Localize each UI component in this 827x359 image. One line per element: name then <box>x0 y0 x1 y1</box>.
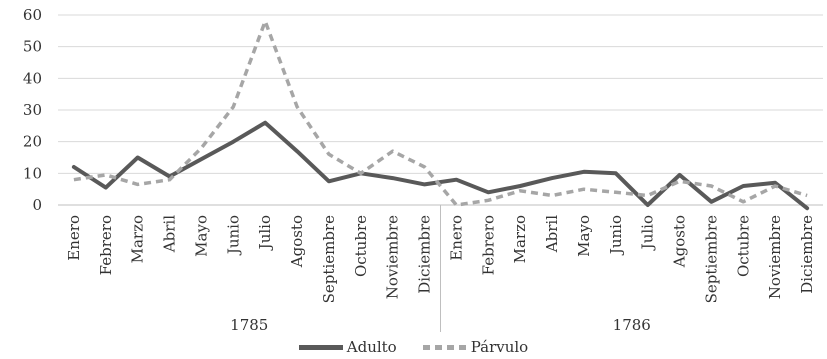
x-tick-label: Enero <box>447 215 465 261</box>
y-tick-label: 40 <box>23 69 42 87</box>
x-tick-label: Septiembre <box>320 215 338 303</box>
x-tick-label: Febrero <box>479 215 497 275</box>
gridlines <box>58 14 823 174</box>
x-tick-label: Enero <box>65 215 83 261</box>
legend: Adulto Párvulo <box>0 336 827 358</box>
x-tick-label: Agosto <box>288 215 306 268</box>
x-tick-label: Noviembre <box>384 215 402 299</box>
x-tick-label: Junio <box>224 215 242 256</box>
y-tick-label: 0 <box>32 196 42 214</box>
x-tick-label: Diciembre <box>416 215 434 294</box>
legend-label-parvulo: Párvulo <box>470 338 529 356</box>
x-tick-label: Julio <box>256 215 274 251</box>
year-group-labels: 1785 1786 <box>230 316 651 334</box>
series-line-adulto <box>71 120 810 211</box>
axes <box>58 204 823 332</box>
x-tick-label: Abril <box>543 215 561 253</box>
y-tick-label: 20 <box>23 133 42 151</box>
x-tick-label: Agosto <box>671 215 689 268</box>
x-tick-labels: Enero Febrero Marzo Abril Mayo Junio Julio Agos… <box>65 215 816 304</box>
legend-swatch-adulto <box>298 344 343 350</box>
x-tick-label: Noviembre <box>766 215 784 299</box>
x-tick-label: Mayo <box>192 215 210 257</box>
x-tick-label: Abril <box>161 215 179 253</box>
year-group-label: 1785 <box>230 316 268 334</box>
x-tick-label: Septiembre <box>702 215 720 303</box>
y-tick-label: 10 <box>23 164 42 182</box>
x-tick-label: Marzo <box>511 215 529 263</box>
legend-label-adulto: Adulto <box>346 338 397 356</box>
x-tick-label: Junio <box>607 215 625 256</box>
y-tick-label: 50 <box>23 38 42 56</box>
series-lines <box>71 19 810 211</box>
legend-item-adulto: Adulto <box>298 338 397 356</box>
x-tick-label: Octubre <box>734 215 752 277</box>
x-tick-label: Diciembre <box>798 215 816 294</box>
y-tick-labels: 0 10 20 30 40 50 60 <box>23 6 42 214</box>
line-chart: 0 10 20 30 40 50 60 Enero Febrero Marzo Abril Mayo… <box>23 6 823 334</box>
x-tick-label: Octubre <box>352 215 370 277</box>
legend-item-parvulo: Párvulo <box>422 338 529 356</box>
legend-swatch-parvulo <box>422 344 467 350</box>
x-tick-label: Marzo <box>129 215 147 263</box>
x-tick-label: Febrero <box>97 215 115 275</box>
x-tick-label: Julio <box>639 215 657 251</box>
y-tick-label: 60 <box>23 6 42 24</box>
y-tick-label: 30 <box>23 101 42 119</box>
x-tick-label: Mayo <box>575 215 593 257</box>
year-group-label: 1786 <box>613 316 651 334</box>
series-line-parvulo <box>73 19 808 207</box>
